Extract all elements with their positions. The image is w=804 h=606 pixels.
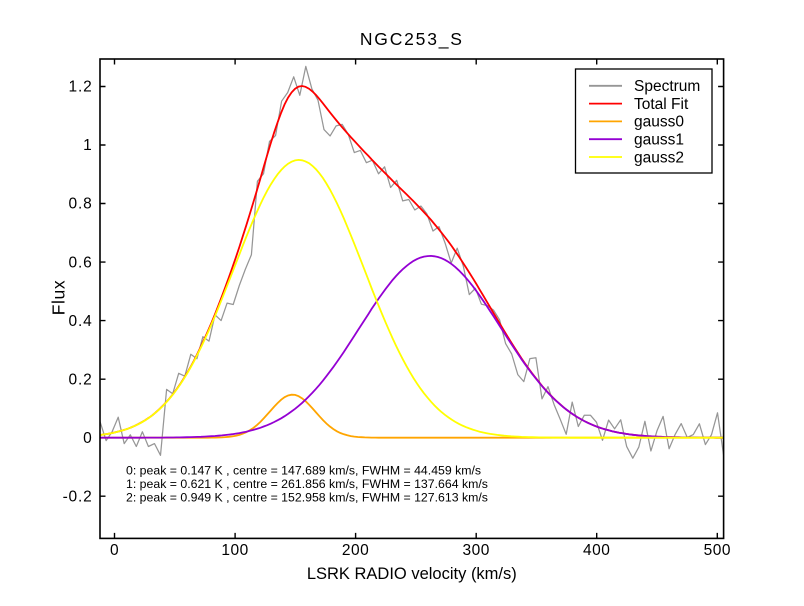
svg-text:0.8: 0.8 bbox=[69, 196, 93, 213]
svg-text:gauss0: gauss0 bbox=[634, 114, 684, 131]
svg-text:NGC253_S: NGC253_S bbox=[360, 29, 464, 50]
svg-text:Total Fit: Total Fit bbox=[634, 96, 689, 113]
svg-text:0: 0 bbox=[83, 430, 92, 447]
svg-text:Spectrum: Spectrum bbox=[634, 78, 700, 95]
svg-text:400: 400 bbox=[583, 542, 610, 559]
svg-text:-0.2: -0.2 bbox=[63, 488, 93, 505]
svg-text:300: 300 bbox=[463, 542, 490, 559]
svg-text:0.4: 0.4 bbox=[69, 313, 93, 330]
svg-text:500: 500 bbox=[704, 542, 731, 559]
svg-text:1: 1 bbox=[83, 137, 92, 154]
svg-text:LSRK RADIO velocity (km/s): LSRK RADIO velocity (km/s) bbox=[307, 565, 517, 583]
svg-text:0: peak = 0.147 K , centre = 1: 0: peak = 0.147 K , centre = 147.689 km/… bbox=[126, 464, 481, 478]
svg-text:Flux: Flux bbox=[49, 280, 69, 315]
svg-text:1: peak = 0.621 K , centre = 2: 1: peak = 0.621 K , centre = 261.856 km/… bbox=[126, 477, 488, 491]
svg-text:0: 0 bbox=[110, 542, 119, 559]
svg-text:200: 200 bbox=[342, 542, 369, 559]
svg-text:gauss1: gauss1 bbox=[634, 132, 684, 149]
svg-text:gauss2: gauss2 bbox=[634, 149, 684, 166]
svg-text:2: peak = 0.949 K , centre = 1: 2: peak = 0.949 K , centre = 152.958 km/… bbox=[126, 491, 488, 505]
svg-text:0.2: 0.2 bbox=[69, 371, 93, 388]
svg-text:1.2: 1.2 bbox=[69, 79, 93, 96]
svg-text:0.6: 0.6 bbox=[69, 254, 93, 271]
svg-text:100: 100 bbox=[221, 542, 248, 559]
